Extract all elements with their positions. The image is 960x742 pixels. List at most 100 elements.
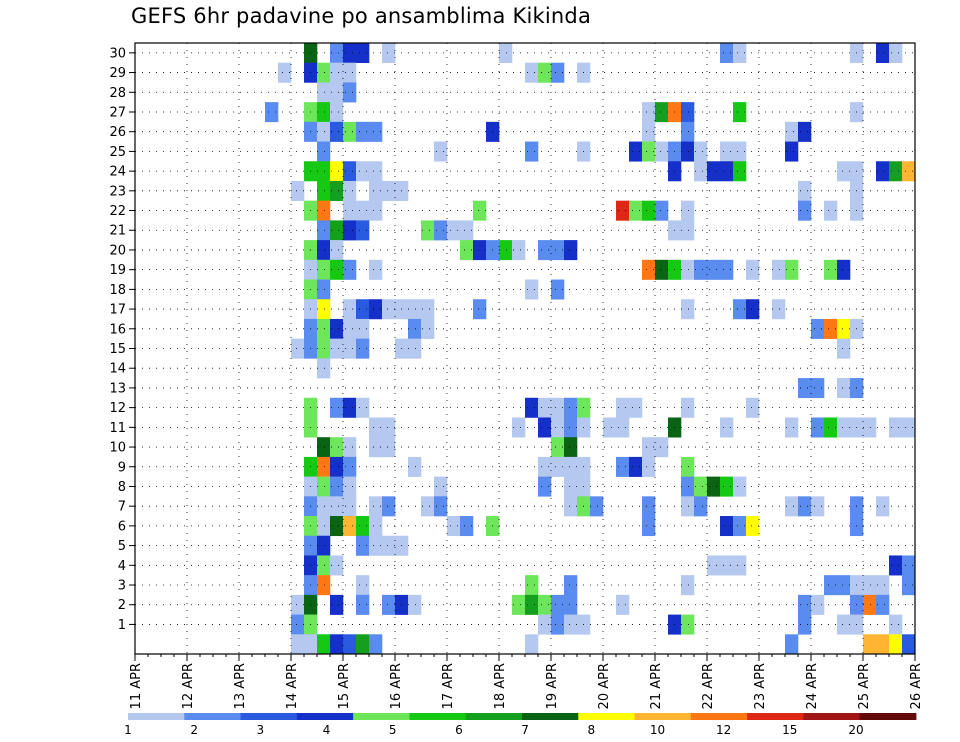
- colorbar-label: 12: [716, 723, 731, 737]
- heatmap-cell: [616, 456, 630, 477]
- y-tick-label: 17: [109, 303, 126, 318]
- heatmap-cell: [720, 141, 734, 162]
- x-tick-label: 13 APR: [233, 663, 248, 709]
- heatmap-cell: [681, 102, 695, 123]
- heatmap-cell: [538, 594, 552, 615]
- heatmap-cell: [733, 161, 747, 182]
- heatmap-cell: [564, 614, 578, 635]
- colorbar-label: 10: [650, 723, 665, 737]
- heatmap-cell: [681, 259, 695, 280]
- heatmap-cell: [317, 338, 331, 359]
- heatmap-cell: [343, 43, 357, 64]
- heatmap-cell: [343, 259, 357, 280]
- heatmap-cell: [889, 634, 903, 655]
- heatmap-cell: [369, 496, 383, 517]
- heatmap-cell: [655, 437, 669, 458]
- heatmap-cell: [785, 121, 799, 142]
- colorbar-swatch: [240, 713, 298, 720]
- heatmap-cell: [707, 259, 721, 280]
- heatmap-cell: [421, 496, 435, 517]
- x-tick-label: 14 APR: [285, 663, 300, 709]
- heatmap-cell: [707, 555, 721, 576]
- y-tick-label: 15: [109, 342, 126, 357]
- heatmap-cell: [733, 555, 747, 576]
- heatmap-cell: [616, 594, 630, 615]
- heatmap-cell: [642, 141, 656, 162]
- colorbar-swatch: [296, 713, 354, 720]
- heatmap-cell: [642, 496, 656, 517]
- heatmap-cell: [317, 516, 331, 537]
- heatmap-cell: [629, 200, 643, 221]
- heatmap-cell: [694, 259, 708, 280]
- colorbar-label: 20: [848, 723, 863, 737]
- heatmap-cell: [681, 220, 695, 241]
- heatmap-cell: [837, 318, 851, 339]
- heatmap-cell: [681, 575, 695, 596]
- heatmap-cell: [369, 437, 383, 458]
- heatmap-cell: [421, 299, 435, 320]
- heatmap-cell: [356, 318, 370, 339]
- heatmap-cell: [330, 594, 344, 615]
- heatmap-cell: [538, 417, 552, 438]
- heatmap-cell: [733, 476, 747, 497]
- heatmap-cell: [473, 240, 487, 261]
- x-tick-label: 21 APR: [649, 663, 664, 709]
- heatmap-cell: [824, 417, 838, 438]
- heatmap-cell: [525, 594, 539, 615]
- heatmap-cell: [317, 200, 331, 221]
- heatmap-cell: [317, 220, 331, 241]
- heatmap-cell: [343, 456, 357, 477]
- heatmap-cell: [317, 161, 331, 182]
- heatmap-cell: [369, 634, 383, 655]
- heatmap-cell: [317, 555, 331, 576]
- heatmap-cell: [330, 161, 344, 182]
- heatmap-cell: [876, 161, 890, 182]
- heatmap-cell: [642, 456, 656, 477]
- heatmap-cell: [811, 496, 825, 517]
- heatmap-cell: [733, 43, 747, 64]
- heatmap-cell: [291, 614, 305, 635]
- heatmap-cell: [330, 259, 344, 280]
- heatmap-cell: [343, 200, 357, 221]
- heatmap-cell: [889, 43, 903, 64]
- y-tick-label: 12: [109, 401, 126, 416]
- heatmap-cell: [564, 417, 578, 438]
- colorbar-label: 2: [190, 723, 198, 737]
- heatmap-cell: [564, 397, 578, 418]
- heatmap-cell: [642, 102, 656, 123]
- heatmap-cell: [876, 43, 890, 64]
- y-tick-label: 11: [109, 421, 126, 436]
- heatmap-cell: [330, 318, 344, 339]
- heatmap-cell: [681, 200, 695, 221]
- y-tick-label: 29: [109, 66, 126, 81]
- heatmap-cell: [369, 535, 383, 556]
- heatmap-cell: [681, 496, 695, 517]
- heatmap-cell: [720, 516, 734, 537]
- heatmap-cell: [369, 161, 383, 182]
- heatmap-cell: [382, 417, 396, 438]
- heatmap-cell: [369, 516, 383, 537]
- y-tick-label: 27: [109, 105, 126, 120]
- heatmap-cell: [330, 43, 344, 64]
- heatmap-cell: [837, 417, 851, 438]
- heatmap-cell: [564, 496, 578, 517]
- heatmap-cell: [343, 299, 357, 320]
- heatmap-cell: [317, 299, 331, 320]
- heatmap-cell: [343, 180, 357, 201]
- heatmap-cell: [330, 397, 344, 418]
- x-tick-label: 15 APR: [337, 663, 352, 709]
- heatmap-cell: [889, 555, 903, 576]
- y-tick-label: 28: [109, 86, 126, 101]
- heatmap-cell: [785, 496, 799, 517]
- heatmap-cell: [655, 200, 669, 221]
- heatmap-cell: [694, 476, 708, 497]
- heatmap-cell: [330, 555, 344, 576]
- heatmap-cell: [525, 141, 539, 162]
- heatmap-cell: [304, 634, 318, 655]
- colorbar-swatch: [184, 713, 241, 720]
- heatmap-cell: [746, 397, 760, 418]
- heatmap-cell: [824, 259, 838, 280]
- heatmap-cell: [382, 496, 396, 517]
- heatmap-cell: [330, 516, 344, 537]
- y-tick-label: 21: [109, 224, 126, 239]
